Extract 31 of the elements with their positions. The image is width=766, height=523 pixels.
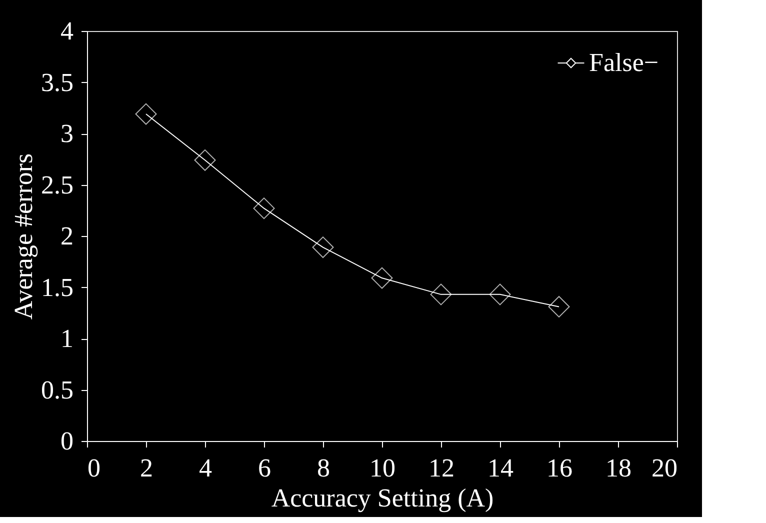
x-tick-label: 16 [546,454,572,482]
x-tick-label: 8 [317,454,330,482]
y-axis-title: Average #errors [9,153,38,320]
x-tick-label: 10 [370,454,396,482]
x-tick-label: 20 [652,454,678,482]
x-tick-label: 6 [258,454,271,482]
x-tick-label: 12 [428,454,454,482]
x-axis-title: Accuracy Setting (A) [271,484,494,512]
point [371,267,393,289]
y-tick-label: 1.5 [41,272,74,302]
point [312,236,334,258]
x-tick-label: 2 [140,454,153,482]
x-tick-label: 14 [488,454,514,482]
y-tick-label: 0.5 [41,375,74,404]
y-tick-label: 2.5 [41,170,74,200]
point [430,284,452,306]
y-tick-label: 3.5 [41,68,74,97]
y-tick-label: 2 [60,222,74,250]
y-tick-label: 1 [60,324,74,353]
point [548,296,570,318]
point [489,284,511,306]
x-tick-label: 4 [199,454,212,482]
point [135,103,157,125]
x-tick-label: 18 [606,454,632,482]
x-tick-label: 0 [88,454,100,482]
y-tick-label: 3 [60,119,74,148]
point [194,149,216,171]
legend-label: False− [589,48,659,77]
y-tick-label: 4 [60,16,74,46]
y-tick-label: 0 [60,426,74,456]
point [253,198,275,220]
